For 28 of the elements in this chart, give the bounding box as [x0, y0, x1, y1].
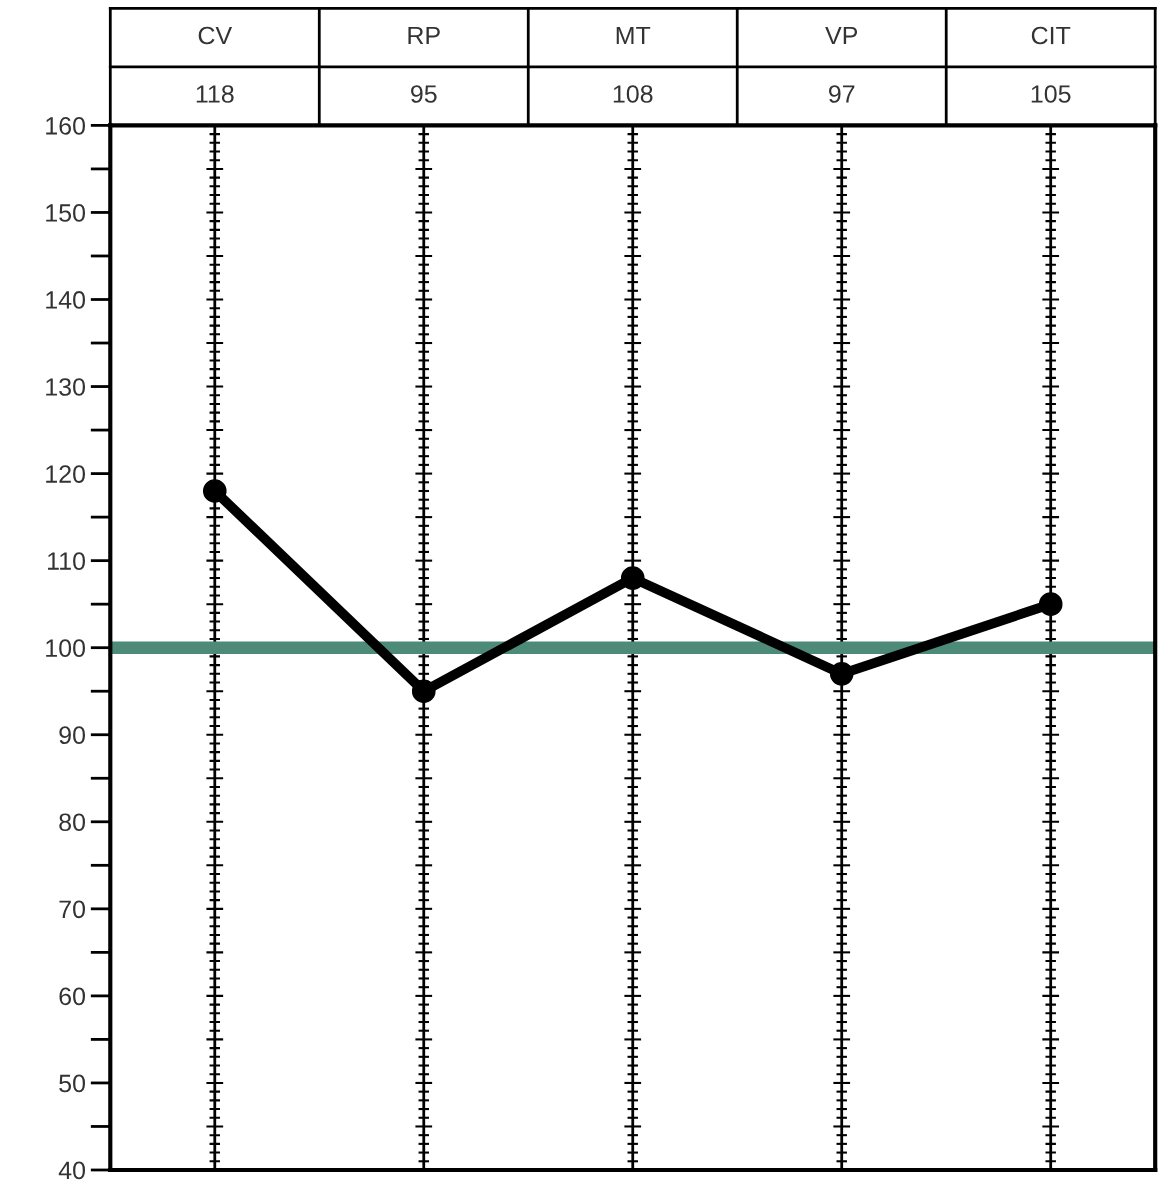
text: 97: [828, 85, 855, 103]
y-tick-label: 120: [46, 465, 86, 483]
y-tick-label: 150: [46, 204, 86, 222]
y-tick-label: 90: [59, 726, 86, 745]
text: 95: [411, 85, 437, 103]
y-tick-label: 140: [46, 291, 86, 309]
y-tick-label: 60: [59, 987, 86, 1006]
y-tick-label: 70: [59, 900, 86, 919]
text: 118: [196, 85, 234, 103]
point: [829, 662, 854, 686]
y-tick-label: 160: [46, 117, 86, 135]
y-tick-label: 50: [59, 1074, 86, 1093]
y-tick-label: 110: [48, 552, 86, 570]
text: 108: [613, 85, 653, 103]
point: [411, 679, 436, 704]
x-tick-label: CIT: [1031, 26, 1071, 45]
x-tick-label: VP: [825, 26, 858, 45]
y-tick-label: 40: [58, 1161, 86, 1180]
x-tick-label: MT: [616, 26, 651, 45]
x-tick-label: RP: [408, 26, 440, 45]
text: 105: [1031, 85, 1071, 103]
y-tick-label: 130: [46, 378, 86, 396]
point: [620, 566, 645, 590]
x-tick-label: CV: [198, 26, 233, 45]
point: [1038, 592, 1063, 616]
point: [202, 479, 227, 503]
y-tick-label: 100: [46, 639, 86, 657]
y-tick-label: 80: [59, 813, 86, 832]
